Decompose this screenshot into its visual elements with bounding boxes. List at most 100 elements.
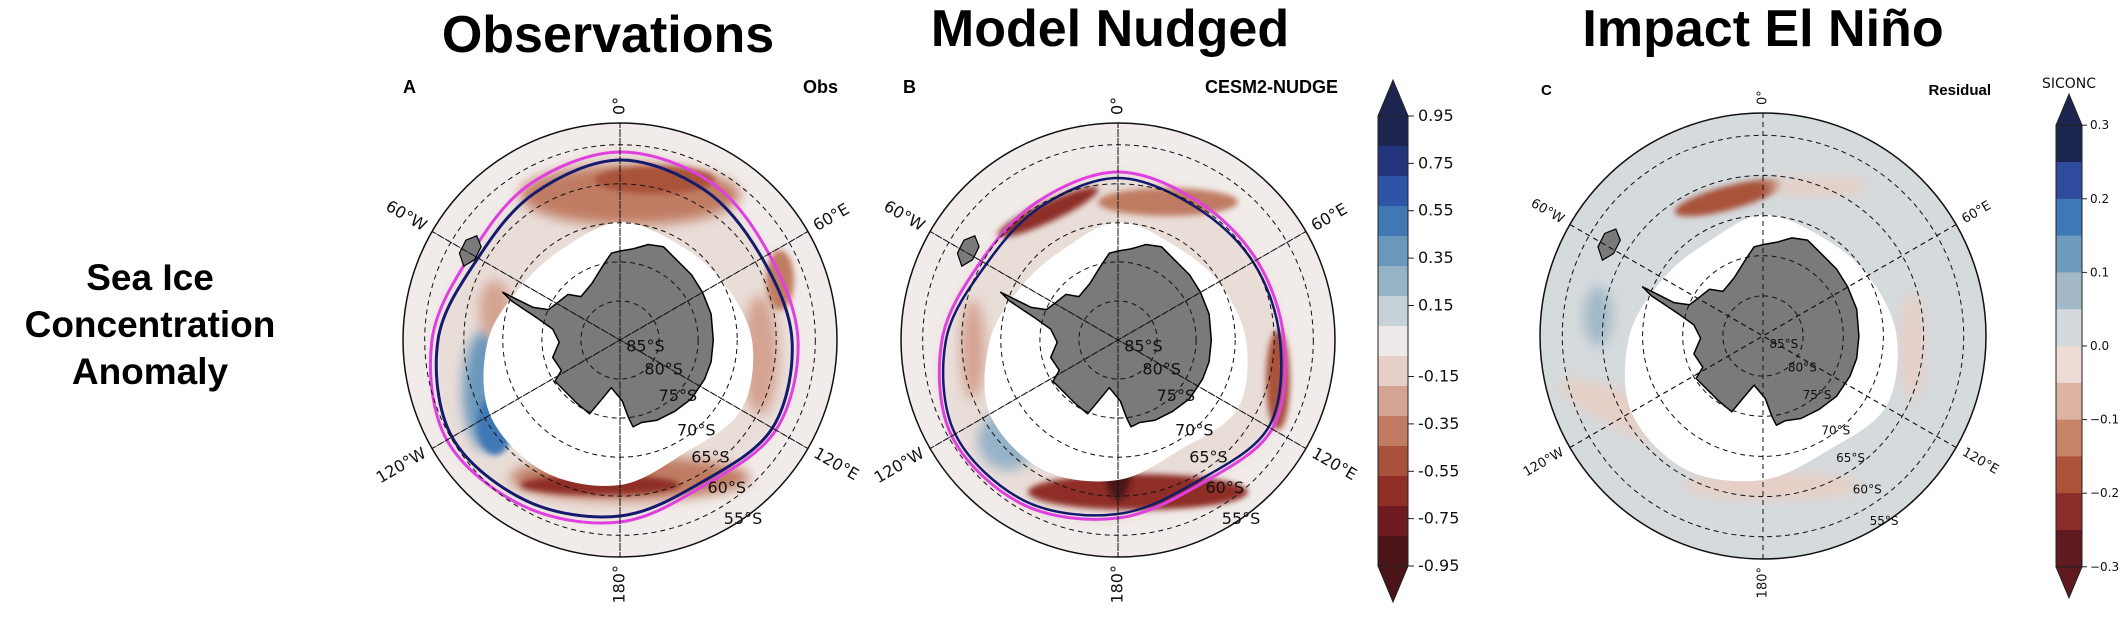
colorbar-tick-label: -0.55: [1418, 461, 1459, 480]
row-label-line-1: Sea Ice: [86, 257, 214, 298]
map-boundary: [900, 122, 1336, 558]
colorbar-tick-label: -0.35: [1418, 414, 1459, 433]
colorbar-tick-label: 0.15: [1418, 296, 1454, 315]
lat-label: 75°S: [1803, 388, 1832, 402]
latitude-circle: [1039, 261, 1197, 419]
colorbar-tick-label: 0.55: [1418, 201, 1454, 220]
lon-label-120e: 120°E: [1309, 443, 1361, 484]
lat-label: 70°S: [1821, 423, 1850, 437]
latitude-circle: [1722, 295, 1804, 377]
panel-label-cesm2-nudge: CESM2-NUDGE: [1205, 77, 1338, 97]
colorbar-title: SICONC: [2042, 76, 2096, 92]
colorbar-bin: [1378, 446, 1408, 477]
lat-label: 55°S: [1222, 509, 1261, 528]
lon-label-60e: 60°E: [810, 199, 853, 235]
colorbar-bin: [1378, 356, 1408, 387]
lat-label: 85°S: [1124, 336, 1163, 355]
lon-label-60w: 60°W: [1528, 196, 1567, 227]
colorbar-bin: [1378, 476, 1408, 507]
lon-label-180: 180°: [1108, 565, 1127, 604]
colorbar-tick-label: 0.1: [2090, 265, 2109, 279]
colorbar-bin: [1378, 386, 1408, 417]
row-label-line-2: Concentration: [25, 304, 276, 345]
title-model-nudged: Model Nudged: [931, 0, 1289, 58]
lat-label: 65°S: [1836, 451, 1865, 465]
title-observations: Observations: [442, 6, 774, 64]
row-label: Sea Ice Concentration Anomaly: [25, 257, 276, 392]
south-america-tip: [1597, 228, 1621, 262]
meridian-line: [431, 231, 809, 449]
colorbar-extend-max: [2055, 92, 2083, 126]
map-boundary: [402, 122, 838, 558]
latitude-circle: [1601, 174, 1925, 498]
panel-letter-b: B: [903, 77, 916, 97]
colorbar-bin: [2056, 272, 2082, 310]
colorbar-extend-min: [2055, 566, 2083, 600]
colorbar-bin: [2056, 309, 2082, 347]
colorbar-bin: [1378, 116, 1408, 147]
lon-label-60e: 60°E: [1959, 198, 1994, 227]
colorbar-tick-label: −0.1: [2090, 413, 2119, 427]
panel-letter-c: C: [1541, 82, 1552, 99]
panel-label-residual: Residual: [1928, 82, 1991, 99]
panel-label-obs: Obs: [803, 77, 838, 97]
colorbar-bin: [1378, 506, 1408, 537]
lat-label: 70°S: [677, 421, 716, 440]
lat-label: 60°S: [1206, 478, 1245, 497]
lat-label: 85°S: [1769, 337, 1798, 351]
lon-label-120w: 120°W: [871, 443, 928, 487]
south-america-tip: [458, 235, 482, 268]
colorbar-extend-max: [1377, 78, 1409, 117]
anomaly-patch: [595, 166, 715, 194]
anomaly-patch: [1901, 291, 1925, 401]
lat-label: 65°S: [691, 448, 730, 467]
lat-label: 75°S: [1157, 386, 1196, 405]
colorbar-tick-label: −0.2: [2090, 486, 2119, 500]
title-impact-el-nino: Impact El Niño: [1582, 0, 1943, 58]
colorbar-bin: [1378, 146, 1408, 177]
colorbar-bin: [1378, 536, 1408, 567]
polar-map-observations: 0° 60°E 120°E 180° 120°W 60°W 85°S 80°S 75°S 70°S…: [373, 97, 863, 604]
colorbar-bin: [2056, 198, 2082, 237]
lat-label: 75°S: [659, 386, 698, 405]
colorbar-bin: [2056, 419, 2082, 457]
lon-label-120e: 120°E: [1959, 445, 2001, 478]
south-america-tip: [956, 235, 980, 268]
colorbar-tick-label: 0.75: [1418, 153, 1454, 172]
lat-label: 55°S: [724, 509, 763, 528]
anomaly-patch: [1584, 286, 1612, 346]
colorbar-bin: [2056, 125, 2082, 163]
lat-label: 55°S: [1870, 514, 1899, 528]
colorbar-bin: [1378, 236, 1408, 267]
colorbar-tick-label: -0.95: [1418, 556, 1459, 575]
lat-label: 80°S: [1788, 360, 1817, 374]
panel-letter-a: A: [403, 77, 416, 97]
anomaly-patch: [1674, 179, 1782, 217]
colorbar-bin: [2056, 530, 2082, 568]
lat-label: 80°S: [644, 359, 683, 378]
colorbar-bin: [2056, 162, 2082, 200]
map-boundary: [1539, 112, 1987, 560]
lon-label-60e: 60°E: [1308, 199, 1351, 235]
lat-label: 60°S: [1853, 483, 1882, 497]
colorbar-bin: [2056, 346, 2082, 384]
colorbar-tick-label: 0.95: [1418, 106, 1454, 125]
colorbar-tick-label: −0.3: [2090, 560, 2119, 574]
colorbar-tick-label: 0.0: [2090, 339, 2109, 353]
lon-label-60w: 60°W: [383, 196, 431, 235]
lon-label-180: 180°: [610, 565, 629, 604]
lat-label: 60°S: [708, 478, 747, 497]
anomaly-patch: [1768, 176, 1868, 196]
colorbar-bin: [1378, 296, 1408, 327]
colorbar-bin: [1378, 326, 1408, 357]
colorbar-bin: [2056, 382, 2082, 421]
lon-label-60w: 60°W: [881, 196, 929, 235]
antarctica-land: [1000, 243, 1213, 428]
colorbar-bin: [1378, 416, 1408, 447]
row-label-line-3: Anomaly: [72, 351, 229, 392]
latitude-circle: [541, 261, 699, 419]
colorbar-bin: [2056, 235, 2082, 273]
lat-label: 70°S: [1175, 421, 1214, 440]
colorbar-bin: [1378, 176, 1408, 207]
